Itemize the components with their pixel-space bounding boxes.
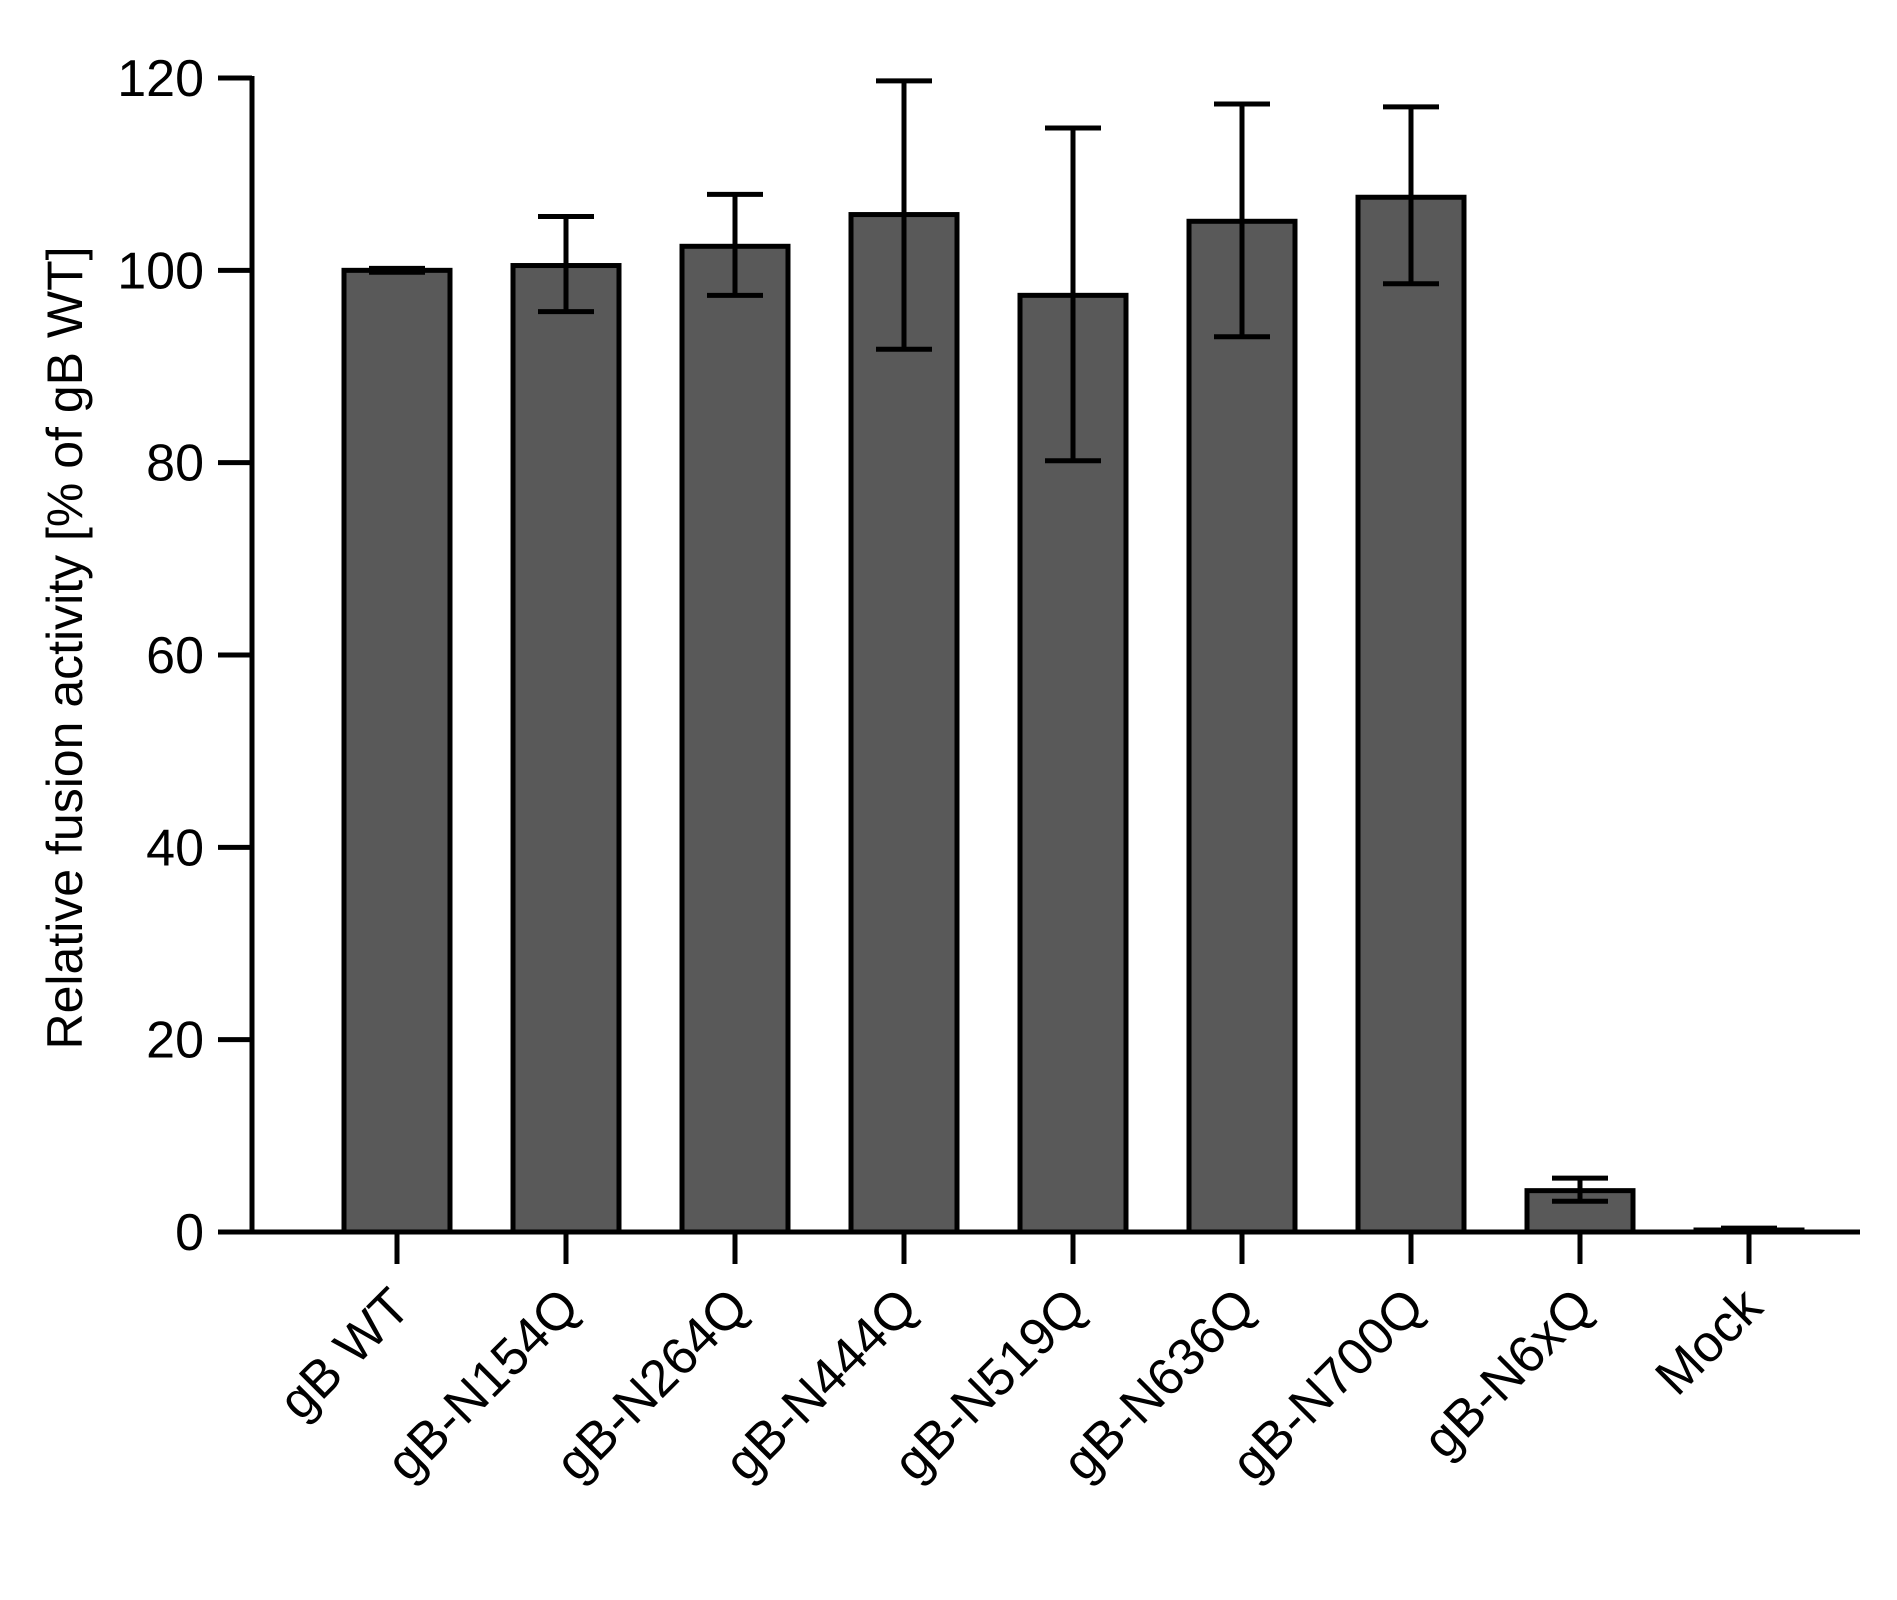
x-tick-label-8: Mock: [1645, 1277, 1775, 1407]
y-tick-label-0: 0: [175, 1204, 204, 1262]
bar-3: [848, 212, 960, 1235]
bar-6: [1355, 194, 1467, 1235]
y-tick-label-5: 100: [117, 242, 204, 300]
y-tick-label-6: 120: [117, 50, 204, 108]
y-tick-label-1: 20: [146, 1012, 204, 1070]
y-tick-label-4: 80: [146, 435, 204, 493]
x-tick-label-0: gB WT: [268, 1277, 421, 1430]
bar-0: [341, 267, 453, 1235]
bar-5: [1186, 218, 1298, 1235]
y-tick-label-2: 40: [146, 819, 204, 877]
y-axis-title: Relative fusion activity [% of gB WT]: [37, 246, 93, 1049]
y-tick-label-3: 60: [146, 627, 204, 685]
bar-2: [679, 243, 791, 1235]
bar-1: [510, 263, 622, 1235]
x-tick-label-7: gB-N6xQ: [1412, 1277, 1604, 1469]
error-bars-layer: [369, 78, 1777, 1234]
